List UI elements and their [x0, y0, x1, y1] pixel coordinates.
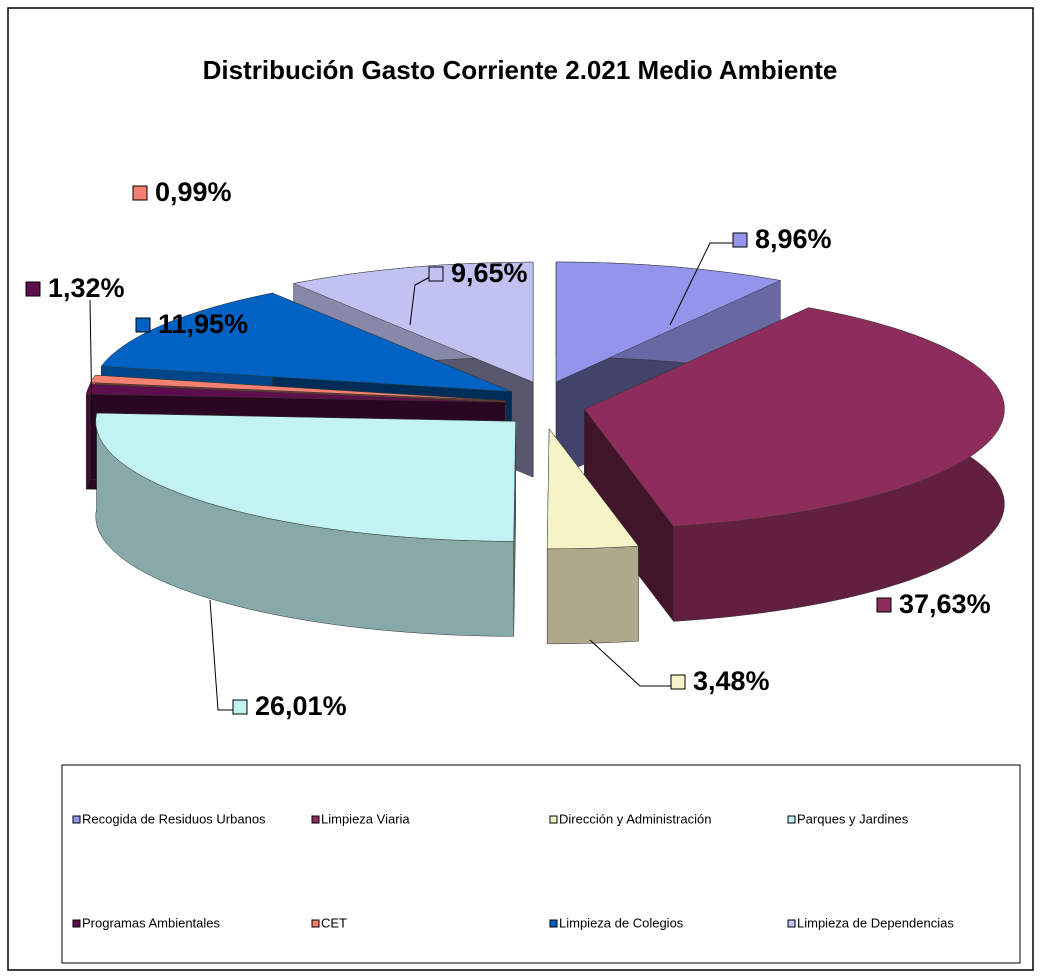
legend-label: CET: [321, 915, 347, 930]
slice-top: [100, 292, 512, 392]
label-swatch: [732, 232, 748, 248]
label-swatch: [428, 266, 444, 282]
leader-line: [589, 639, 672, 687]
legend-label: Recogida de Residuos Urbanos: [82, 811, 266, 826]
slice-top: [584, 307, 1005, 527]
legend-label: Parques y Jardines: [797, 811, 909, 826]
label-swatch: [135, 317, 151, 333]
slice: [584, 307, 1005, 623]
legend-swatch: [787, 815, 796, 824]
data-label: 11,95%: [158, 309, 248, 339]
data-label: 3,48%: [693, 666, 770, 696]
leader-line: [209, 599, 234, 711]
leader-line: [669, 242, 735, 326]
chart-title: Distribución Gasto Corriente 2.021 Medio…: [203, 55, 838, 85]
legend-swatch: [549, 815, 558, 824]
legend-label: Programas Ambientales: [82, 915, 221, 930]
legend-swatch: [311, 919, 320, 928]
legend-swatch: [72, 919, 81, 928]
data-label: 9,65%: [451, 258, 528, 288]
slice-top: [546, 428, 639, 550]
slice-side: [546, 545, 639, 645]
legend-label: Limpieza Viaria: [321, 811, 410, 826]
data-label: 8,96%: [755, 224, 832, 254]
label-swatch: [25, 281, 41, 297]
legend-swatch: [787, 919, 796, 928]
legend-box: [61, 764, 1021, 964]
leader-line: [409, 276, 431, 326]
slice: [546, 428, 639, 645]
data-label: 1,32%: [48, 273, 125, 303]
legend-swatch: [549, 919, 558, 928]
slice-top: [85, 384, 506, 403]
data-label: 0,99%: [155, 177, 232, 207]
slice-top: [95, 412, 516, 542]
data-labels: 8,96% 37,63% 3,48% 26,01% 1,32% 0,99% 11,95% 9,…: [25, 177, 991, 721]
legend: Recogida de Residuos Urbanos Limpieza Via…: [72, 811, 954, 930]
label-swatch: [232, 699, 248, 715]
label-swatch: [132, 185, 148, 201]
legend-label: Limpieza de Dependencias: [797, 915, 954, 930]
slice-top: [90, 374, 506, 401]
legend-label: Limpieza de Colegios: [559, 915, 684, 930]
slice-side: [85, 384, 91, 490]
legend-swatch: [311, 815, 320, 824]
data-label: 37,63%: [899, 589, 991, 619]
slice-top: [555, 261, 782, 383]
label-swatch: [670, 674, 686, 690]
pie: [85, 261, 1005, 645]
data-label: 26,01%: [255, 691, 347, 721]
legend-swatch: [72, 815, 81, 824]
leader-line: [89, 299, 93, 421]
slice-top: [292, 261, 534, 383]
slice: [95, 412, 516, 637]
legend-label: Dirección y Administración: [559, 811, 711, 826]
label-swatch: [876, 597, 892, 613]
